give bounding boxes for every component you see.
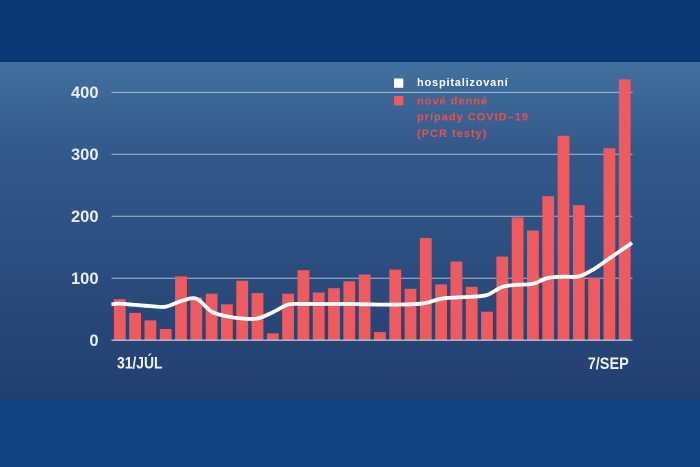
- svg-text:300: 300: [71, 146, 99, 164]
- svg-text:400: 400: [71, 84, 99, 102]
- svg-text:100: 100: [71, 270, 99, 288]
- svg-text:(PCR testy): (PCR testy): [417, 128, 487, 140]
- svg-text:200: 200: [71, 208, 99, 226]
- svg-text:nové denné: nové denné: [417, 95, 488, 107]
- svg-text:prípady COVID–19: prípady COVID–19: [417, 112, 529, 124]
- svg-text:31/JÚL: 31/JÚL: [117, 354, 163, 373]
- svg-text:7/SEP: 7/SEP: [588, 355, 629, 373]
- svg-text:0: 0: [89, 332, 98, 350]
- svg-text:hospitalizovaní: hospitalizovaní: [417, 77, 509, 89]
